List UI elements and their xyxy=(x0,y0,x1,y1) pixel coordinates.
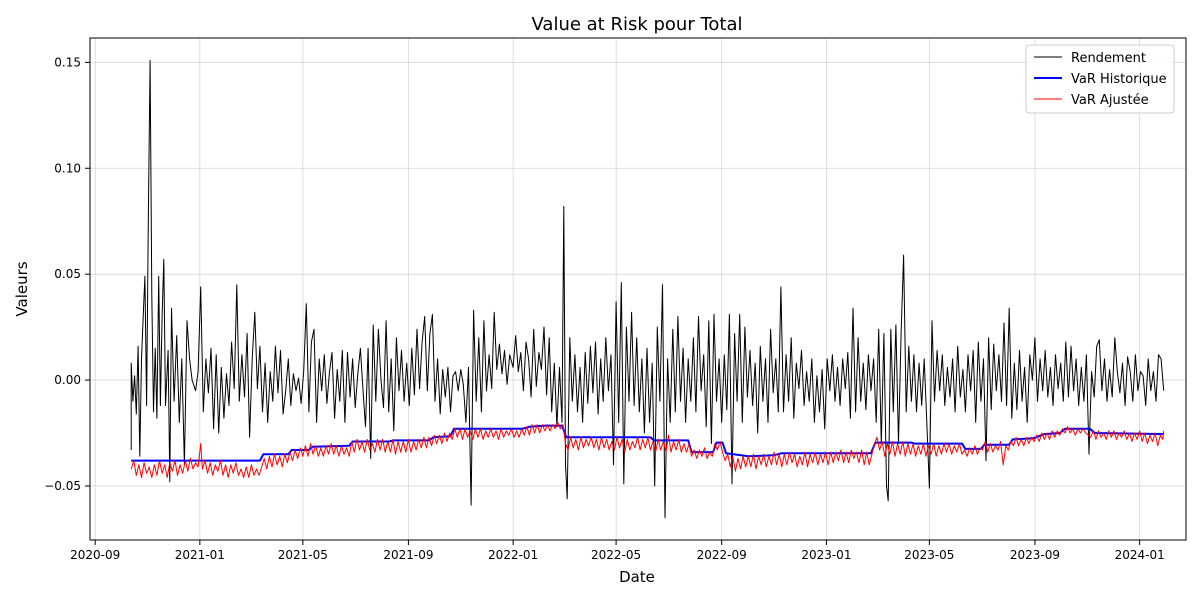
legend-entry: VaR Historique xyxy=(1071,72,1167,87)
x-tick-label: 2022-01 xyxy=(488,548,538,562)
y-axis-label: Valeurs xyxy=(13,261,31,316)
x-tick-label: 2023-01 xyxy=(801,548,851,562)
x-tick-label: 2023-09 xyxy=(1010,548,1060,562)
x-tick-label: 2021-05 xyxy=(278,548,328,562)
x-tick-label: 2022-09 xyxy=(697,548,747,562)
y-tick-label: 0.05 xyxy=(54,267,81,281)
legend-box xyxy=(1025,44,1175,114)
series-line-2 xyxy=(130,421,1165,478)
plot-frame xyxy=(89,37,1187,541)
x-axis: 2020-09 2021-01 2021-05 2021-09 2022-01 2022-… xyxy=(70,540,1165,562)
x-tick-label: 2023-05 xyxy=(904,548,954,562)
legend-entry: VaR Ajustée xyxy=(1071,93,1149,108)
x-tick-label: 2022-05 xyxy=(591,548,641,562)
x-tick-label: 2020-09 xyxy=(70,548,120,562)
legend-entry: Rendement xyxy=(1071,51,1146,66)
legend: Rendement VaR Historique VaR Ajustée xyxy=(1025,44,1175,114)
series-line-0 xyxy=(130,59,1165,519)
y-tick-label: 0.00 xyxy=(54,373,81,387)
x-tick-label: 2021-01 xyxy=(175,548,225,562)
series-layer xyxy=(130,59,1165,519)
y-tick-label: −0.05 xyxy=(44,479,81,493)
y-axis: −0.05 0.00 0.05 0.10 0.15 xyxy=(44,55,90,493)
y-tick-label: 0.10 xyxy=(54,161,81,175)
chart-title: Value at Risk pour Total xyxy=(532,14,743,35)
y-tick-label: 0.15 xyxy=(54,55,81,69)
x-tick-label: 2024-01 xyxy=(1115,548,1165,562)
x-tick-label: 2021-09 xyxy=(383,548,433,562)
x-axis-label: Date xyxy=(619,568,655,586)
